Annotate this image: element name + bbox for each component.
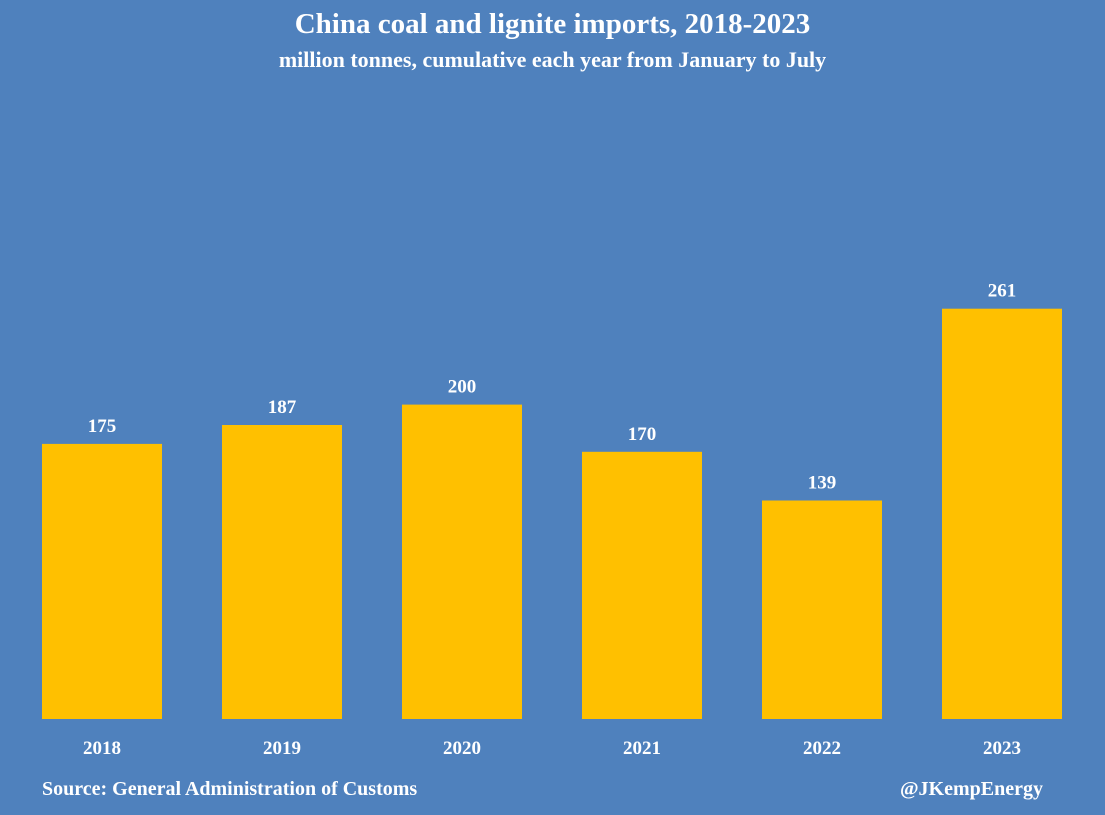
x-tick-label-2021: 2021 xyxy=(623,738,661,759)
author-handle: @JKempEnergy xyxy=(899,778,1043,800)
chart-title: China coal and lignite imports, 2018-202… xyxy=(294,8,811,40)
data-label-2020: 200 xyxy=(448,377,477,398)
data-label-2019: 187 xyxy=(268,397,297,418)
bar-2020 xyxy=(402,404,522,719)
data-label-2023: 261 xyxy=(988,281,1017,302)
data-label-2021: 170 xyxy=(628,424,657,445)
bar-2019 xyxy=(222,425,342,719)
bar-2022 xyxy=(762,500,882,719)
chart-subtitle: million tonnes, cumulative each year fro… xyxy=(278,47,827,72)
x-tick-label-2018: 2018 xyxy=(83,738,121,759)
x-tick-label-2022: 2022 xyxy=(803,738,841,759)
bar-2021 xyxy=(582,451,702,719)
data-label-2022: 139 xyxy=(808,473,837,494)
x-tick-label-2019: 2019 xyxy=(263,738,301,759)
x-tick-label-2020: 2020 xyxy=(443,738,481,759)
x-tick-label-2023: 2023 xyxy=(983,738,1021,759)
source-note: Source: General Administration of Custom… xyxy=(42,778,418,800)
bar-2023 xyxy=(942,308,1062,719)
data-label-2018: 175 xyxy=(88,416,117,437)
bar-2018 xyxy=(42,443,162,719)
